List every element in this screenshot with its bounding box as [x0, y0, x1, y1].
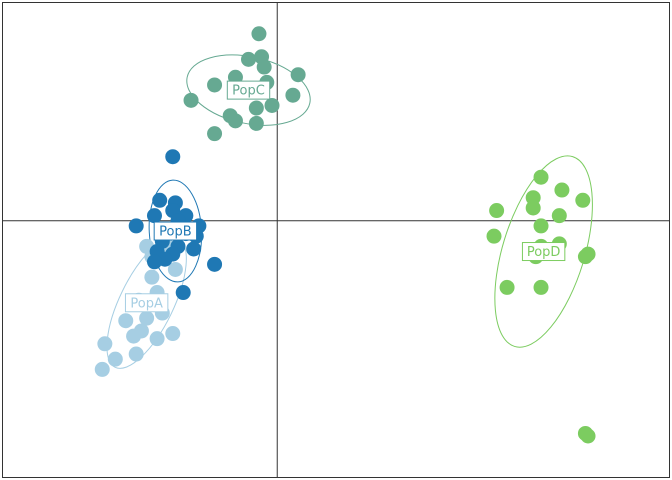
point-popa-9 [118, 313, 134, 329]
point-popc-15 [207, 126, 223, 142]
point-popc-8 [285, 87, 301, 103]
point-popd-2 [525, 190, 541, 206]
label-text-popc: PopC [232, 84, 265, 99]
point-popa-17 [94, 361, 110, 377]
point-popc-1 [241, 51, 257, 67]
label-box-popc [226, 80, 271, 100]
point-popb-5 [146, 208, 162, 224]
point-popb-7 [128, 218, 144, 234]
point-popb-20 [175, 285, 191, 301]
point-popd-13 [577, 249, 593, 265]
point-popb-19 [207, 256, 223, 272]
point-popc-0 [251, 26, 267, 42]
point-popc-14 [248, 115, 264, 131]
point-popd-17 [580, 428, 596, 444]
point-popc-13 [227, 113, 243, 129]
label-popd: PopD [521, 242, 566, 262]
point-popc-10 [264, 97, 280, 113]
point-popb-18 [146, 254, 162, 270]
label-popc: PopC [226, 80, 271, 100]
point-popd-1 [554, 182, 570, 198]
point-popa-8 [139, 310, 155, 326]
point-popa-11 [149, 331, 165, 347]
point-popc-9 [183, 92, 199, 108]
point-popb-1 [152, 192, 168, 208]
point-popa-14 [126, 328, 142, 344]
point-popd-7 [533, 218, 549, 234]
label-popb: PopB [153, 221, 198, 241]
point-popd-15 [533, 279, 549, 295]
point-popd-4 [525, 200, 541, 216]
points-layer [94, 26, 596, 444]
point-popa-4 [144, 269, 160, 285]
point-popc-11 [248, 100, 264, 116]
point-popd-14 [499, 279, 515, 295]
point-popc-4 [290, 67, 306, 83]
point-popa-12 [165, 326, 181, 342]
point-popd-6 [551, 208, 567, 224]
label-box-popb [153, 221, 198, 241]
point-popd-3 [575, 192, 591, 208]
label-box-popa [124, 293, 169, 313]
point-popc-6 [207, 77, 223, 93]
label-popa: PopA [124, 293, 169, 313]
point-popa-3 [167, 261, 183, 277]
point-popb-0 [165, 149, 181, 165]
labels-layer: PopA PopB PopC PopD [124, 80, 566, 313]
point-popd-8 [486, 228, 502, 244]
point-popa-13 [97, 336, 113, 352]
label-text-popa: PopA [130, 296, 163, 311]
label-text-popb: PopB [159, 225, 192, 240]
point-popd-5 [489, 203, 505, 219]
point-popb-16 [186, 241, 202, 257]
point-popd-0 [533, 169, 549, 185]
point-popc-3 [256, 59, 272, 75]
point-popa-15 [107, 351, 123, 367]
label-box-popd [521, 242, 566, 262]
point-popa-16 [128, 346, 144, 362]
label-text-popd: PopD [527, 245, 561, 260]
